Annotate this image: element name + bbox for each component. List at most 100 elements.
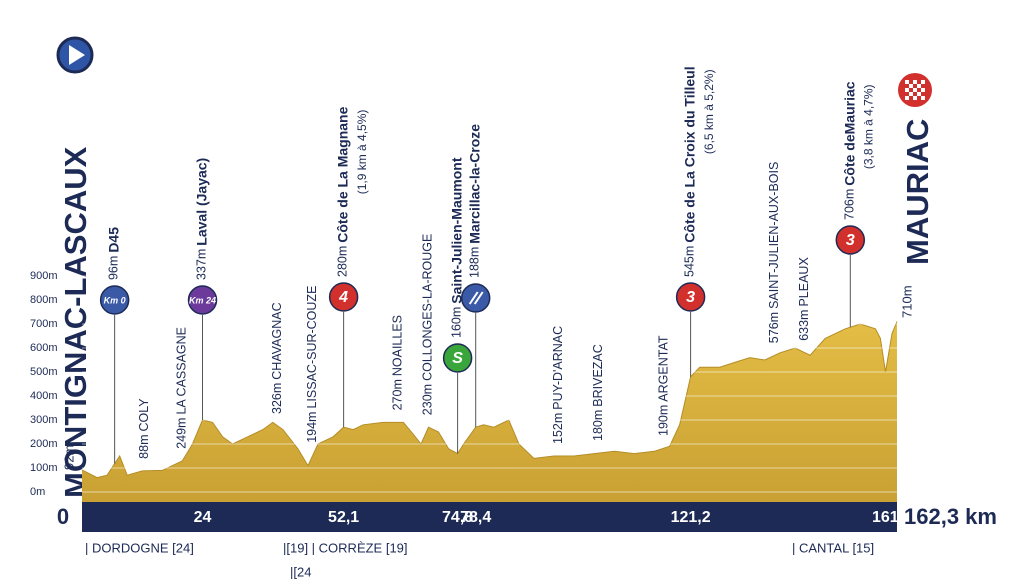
x-tick-label: 0 bbox=[57, 504, 69, 529]
climb-detail: (3,8 km à 4,7%) bbox=[861, 84, 875, 169]
x-tick-label: 162,3 km bbox=[904, 504, 997, 529]
badge-label: 3 bbox=[686, 289, 695, 306]
waypoint-altitude: 280m bbox=[336, 246, 350, 277]
waypoint-label: 633m PLEAUX bbox=[797, 257, 811, 341]
waypoint-label: 706m Côte deMauriac bbox=[841, 81, 857, 220]
y-tick-label: 600m bbox=[30, 342, 58, 354]
waypoint-altitude: 180m bbox=[592, 410, 606, 441]
waypoint-label: 160m Saint-Julien-Maumont bbox=[448, 157, 464, 338]
waypoint-label: 576m SAINT-JULIEN-AUX-BOIS bbox=[767, 162, 781, 344]
y-tick-label: 0m bbox=[30, 486, 45, 498]
start-altitude: 92m bbox=[61, 445, 76, 470]
waypoint-altitude: 249m bbox=[175, 418, 189, 449]
y-tick-label: 500m bbox=[30, 366, 58, 378]
department-label: |[19] | CORRÈZE [19] bbox=[283, 540, 408, 555]
waypoint-altitude: 160m bbox=[450, 307, 464, 338]
distance-bar bbox=[82, 502, 897, 532]
waypoint-altitude: 96m bbox=[107, 256, 121, 280]
badge bbox=[442, 343, 473, 373]
waypoint-altitude: 633m bbox=[797, 310, 811, 341]
waypoint-name: ARGENTAT bbox=[657, 335, 671, 402]
waypoint-altitude: 152m bbox=[551, 413, 565, 444]
waypoint-altitude: 706m bbox=[843, 189, 857, 220]
profile-area bbox=[81, 321, 898, 479]
badge bbox=[835, 225, 866, 255]
start-name: MONTIGNAC-LASCAUX bbox=[58, 146, 93, 498]
start-icon bbox=[56, 36, 94, 74]
finish-name: MAURIAC bbox=[900, 119, 935, 265]
waypoint-name: BRIVEZAC bbox=[592, 344, 606, 407]
waypoint-label: 249m LA CASSAGNE bbox=[175, 327, 189, 449]
department-label: | DORDOGNE [24] bbox=[85, 540, 194, 555]
x-tick-label: 24 bbox=[194, 509, 212, 526]
waypoint-altitude: 270m bbox=[391, 379, 405, 410]
waypoint-name: NOAILLES bbox=[391, 315, 405, 376]
waypoint-name: PUY-D'ARNAC bbox=[551, 326, 565, 410]
y-tick-label: 800m bbox=[30, 294, 58, 306]
waypoint-name: Laval (Jayac) bbox=[193, 158, 209, 246]
waypoint-label: 280m Côte de La Magnane bbox=[334, 106, 350, 277]
x-tick-label: 52,1 bbox=[328, 509, 359, 526]
waypoint-altitude: 576m bbox=[767, 312, 781, 343]
badge-label: Km 0 bbox=[104, 295, 126, 305]
waypoint-label: 337m Laval (Jayac) bbox=[193, 158, 209, 280]
waypoint-altitude: 337m bbox=[195, 249, 209, 280]
waypoint-name: LA CASSAGNE bbox=[175, 327, 189, 415]
waypoint-label: 270m NOAILLES bbox=[391, 315, 405, 410]
finish-altitude: 710m bbox=[899, 285, 914, 318]
waypoint-name: PLEAUX bbox=[797, 257, 811, 307]
waypoint-name: SAINT-JULIEN-AUX-BOIS bbox=[767, 162, 781, 309]
feed-icon bbox=[468, 291, 484, 305]
y-tick-label: 900m bbox=[30, 270, 58, 282]
x-tick-label: 78,4 bbox=[460, 509, 491, 526]
waypoint-name: Côte de La Magnane bbox=[334, 106, 350, 242]
badge bbox=[99, 285, 130, 315]
y-tick-label: 100m bbox=[30, 462, 58, 474]
y-tick-label: 300m bbox=[30, 414, 58, 426]
waypoint-name: COLY bbox=[137, 398, 151, 432]
badge-label: 4 bbox=[338, 289, 348, 306]
waypoint-altitude: 188m bbox=[468, 247, 482, 278]
badge bbox=[187, 285, 218, 315]
climb-detail: (6,5 km à 5,2%) bbox=[702, 69, 716, 154]
waypoint-label: 152m PUY-D'ARNAC bbox=[551, 326, 565, 444]
department-label: |[24 bbox=[290, 564, 311, 579]
badge bbox=[460, 283, 491, 313]
department-label: | CANTAL [15] bbox=[792, 540, 874, 555]
waypoint-label: 96mD45 bbox=[105, 227, 121, 280]
x-tick-label: 161,3 bbox=[872, 509, 912, 526]
waypoint-altitude: 230m bbox=[421, 384, 435, 415]
x-tick-label: 121,2 bbox=[671, 509, 711, 526]
waypoint-label: 326m CHAVAGNAC bbox=[270, 302, 284, 414]
profile-fill bbox=[82, 321, 897, 502]
waypoint-name: CHAVAGNAC bbox=[270, 302, 284, 379]
waypoint-altitude: 190m bbox=[657, 405, 671, 436]
waypoint-name: Saint-Julien-Maumont bbox=[448, 157, 464, 304]
waypoint-label: 188m Marcillac-la-Croze bbox=[466, 124, 482, 278]
waypoint-name: LISSAC-SUR-COUZE bbox=[305, 286, 319, 409]
waypoint-name: Côte de La Croix du Tilleul bbox=[681, 66, 697, 242]
waypoint-label: 230m COLLONGES-LA-ROUGE bbox=[421, 234, 435, 416]
badge bbox=[328, 282, 359, 312]
waypoint-label: 194m LISSAC-SUR-COUZE bbox=[305, 286, 319, 443]
y-tick-label: 400m bbox=[30, 390, 58, 402]
waypoint-altitude: 88m bbox=[137, 434, 151, 458]
waypoint-label: 190m ARGENTAT bbox=[657, 335, 671, 436]
waypoint-altitude: 194m bbox=[305, 412, 319, 443]
badge-label: Km 24 bbox=[189, 295, 216, 305]
finish-icon bbox=[898, 73, 932, 107]
waypoint-altitude: 545m bbox=[683, 246, 697, 277]
waypoint-altitude: 326m bbox=[270, 383, 284, 414]
waypoint-name: Côte deMauriac bbox=[841, 81, 857, 185]
waypoint-name: D45 bbox=[105, 227, 121, 253]
waypoint-name: Marcillac-la-Croze bbox=[466, 124, 482, 244]
climb-detail: (1,9 km à 4,5%) bbox=[355, 110, 369, 195]
waypoint-label: 88m COLY bbox=[137, 398, 151, 459]
badge-label: S bbox=[452, 350, 463, 367]
badge-label: 3 bbox=[846, 232, 855, 249]
waypoint-label: 180m BRIVEZAC bbox=[592, 344, 606, 441]
x-tick-label: 74,8 bbox=[442, 509, 473, 526]
badge bbox=[675, 282, 706, 312]
waypoint-name: COLLONGES-LA-ROUGE bbox=[421, 234, 435, 381]
